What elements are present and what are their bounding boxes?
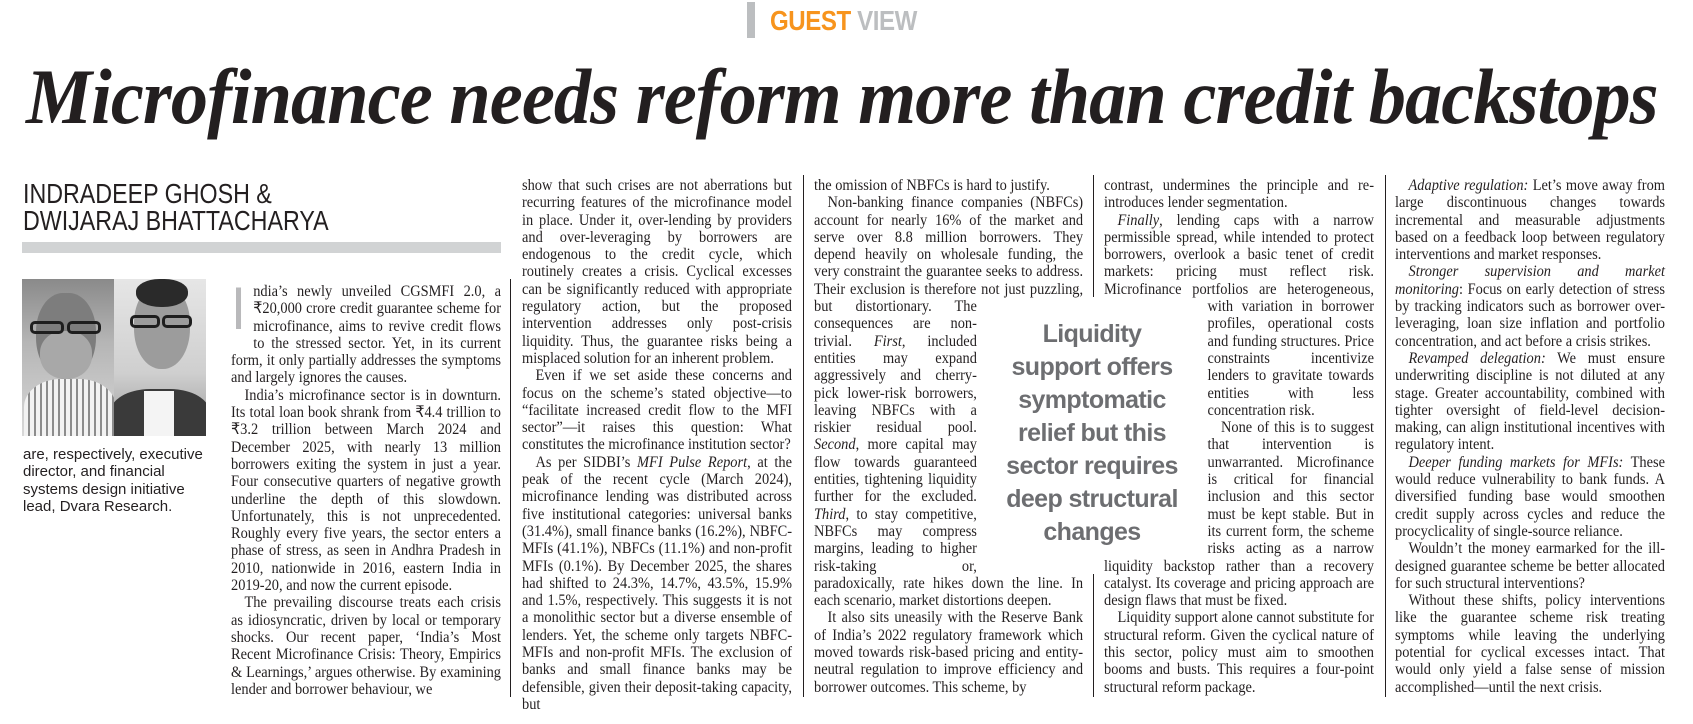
byline-line-2: DWIJARAJ BHATTACHARYA	[23, 205, 329, 236]
pull-quote-line: relief but this	[1018, 419, 1167, 447]
headline: Microfinance needs reform more than cred…	[26, 53, 1659, 140]
author-portrait-2	[114, 279, 206, 436]
paragraph-text: Without these shifts, policy interventio…	[1395, 592, 1665, 696]
section-label: GUEST VIEW	[770, 3, 917, 39]
article-column-4: contrast, undermines the principle and r…	[1104, 177, 1374, 696]
column-divider	[803, 175, 804, 697]
article-paragraph: It also sits uneasily with the Reserve B…	[814, 609, 1083, 695]
paragraph-text: Let’s move away from large discontinuous…	[1395, 177, 1666, 264]
pull-quote-line: deep structural	[1006, 485, 1178, 513]
column-divider	[1385, 175, 1386, 697]
paragraph-text: None of this is to suggest that interven…	[1104, 419, 1374, 610]
emphasis-text: Third	[814, 505, 846, 523]
emphasis-text: Finally	[1117, 211, 1160, 229]
paragraph-text: , included entities may expand aggressiv…	[814, 332, 977, 437]
paragraph-text: , to stay competitive, NBFCs may compres…	[814, 505, 1084, 610]
article-paragraph: Without these shifts, policy interventio…	[1395, 592, 1665, 696]
emphasis-text: Second	[814, 436, 856, 454]
byline-line-1: INDRADEEP GHOSH &	[23, 178, 272, 209]
article-column-2: show that such crises are not aberration…	[522, 177, 792, 713]
column-divider	[1093, 175, 1094, 297]
pull-quote-line: changes	[1043, 518, 1141, 546]
pull-quote-line: support offers	[1011, 353, 1173, 381]
article-paragraph: Revamped delegation: We must ensure unde…	[1395, 350, 1665, 454]
byline: INDRADEEP GHOSH & DWIJARAJ BHATTACHARYA	[23, 178, 329, 236]
paragraph-text: , more capital may flow towards guarante…	[814, 436, 977, 506]
byline-rule	[22, 242, 501, 253]
paragraph-text: show that such crises are not aberration…	[522, 177, 792, 367]
section-marker-bar	[747, 2, 755, 38]
paragraph-text: The prevailing discourse treats each cri…	[231, 594, 501, 698]
paragraph-text: Liquidity support alone cannot substitut…	[1104, 609, 1374, 696]
paragraph-text: : Focus on early detection of stress by …	[1395, 280, 1665, 350]
article-paragraph: The prevailing discourse treats each cri…	[231, 594, 501, 698]
article-paragraph: Stronger supervision and market monitori…	[1395, 263, 1665, 349]
pull-quote-line: Liquidity	[1042, 320, 1142, 348]
article-paragraph: Deeper funding markets for MFIs: These w…	[1395, 454, 1665, 540]
emphasis-text: MFI Pulse Report	[637, 453, 748, 471]
article-paragraph: Even if we set aside these concerns and …	[522, 367, 792, 453]
paragraph-text: Even if we set aside these concerns and …	[522, 367, 792, 454]
column-divider	[510, 279, 511, 697]
pull-quote-line: symptomatic	[1018, 386, 1166, 414]
article-paragraph: Non-banking finance companies (NBFCs) ac…	[814, 194, 1083, 609]
column-divider	[1093, 574, 1094, 697]
article-paragraph: Wouldn’t the money earmarked for the ill…	[1395, 540, 1665, 592]
emphasis-text: Deeper funding markets for MFIs:	[1408, 453, 1624, 471]
paragraph-text: Wouldn’t the money earmarked for the ill…	[1395, 540, 1665, 592]
author-photo	[22, 279, 206, 436]
article-paragraph: the omission of NBFCs is hard to justify…	[814, 177, 1083, 194]
article-paragraph: India’s microfinance sector is in downtu…	[231, 387, 501, 595]
paragraph-text: the omission of NBFCs is hard to justify…	[814, 177, 1050, 194]
section-label-view: VIEW	[857, 5, 917, 36]
paragraph-text: Non-banking finance companies (NBFCs) ac…	[814, 194, 1084, 350]
paragraph-text: ndia’s newly unveiled CGSMFI 2.0, a ₹20,…	[231, 283, 501, 387]
paragraph-text: These would reduce vulnerability to bank…	[1395, 453, 1665, 540]
paragraph-text: , at the peak of the recent cycle (March…	[522, 453, 792, 713]
emphasis-text: First	[873, 332, 902, 350]
paragraph-text: We must ensure underwriting discipline i…	[1395, 349, 1665, 454]
article-column-5: Adaptive regulation: Let’s move away fro…	[1395, 177, 1665, 696]
article-paragraph: Liquidity support alone cannot substitut…	[1104, 609, 1374, 695]
emphasis-text: Revamped delegation:	[1408, 349, 1546, 367]
paragraph-text: As per SIDBI’s	[535, 453, 638, 471]
paragraph-text: , lending caps with a narrow permissible…	[1104, 211, 1374, 419]
article-paragraph: Adaptive regulation: Let’s move away fro…	[1395, 177, 1665, 263]
article-paragraph: Finally, lending caps with a narrow perm…	[1104, 212, 1374, 420]
pull-quote-line: sector requires	[1006, 452, 1178, 480]
article-paragraph: show that such crises are not aberration…	[522, 177, 792, 367]
paragraph-text: India’s microfinance sector is in downtu…	[231, 386, 501, 595]
author-portrait-1	[22, 279, 114, 436]
article-paragraph: contrast, undermines the principle and r…	[1104, 177, 1374, 212]
author-bio: are, respectively, executive director, a…	[23, 446, 203, 515]
section-label-guest: GUEST	[770, 5, 851, 36]
pull-quote: Liquidity support offers symptomatic relief…	[977, 318, 1207, 549]
article-paragraph: As per SIDBI’s MFI Pulse Report, at the …	[522, 454, 792, 713]
drop-cap: I	[231, 275, 247, 342]
emphasis-text: Stronger supervision and market monitori…	[1395, 263, 1665, 298]
emphasis-text: Adaptive regulation:	[1408, 177, 1529, 194]
paragraph-text: contrast, undermines the principle and r…	[1104, 177, 1374, 212]
article-paragraph: None of this is to suggest that interven…	[1104, 419, 1374, 609]
article-column-3: the omission of NBFCs is hard to justify…	[814, 177, 1083, 696]
paragraph-text: It also sits uneasily with the Reserve B…	[814, 609, 1084, 696]
